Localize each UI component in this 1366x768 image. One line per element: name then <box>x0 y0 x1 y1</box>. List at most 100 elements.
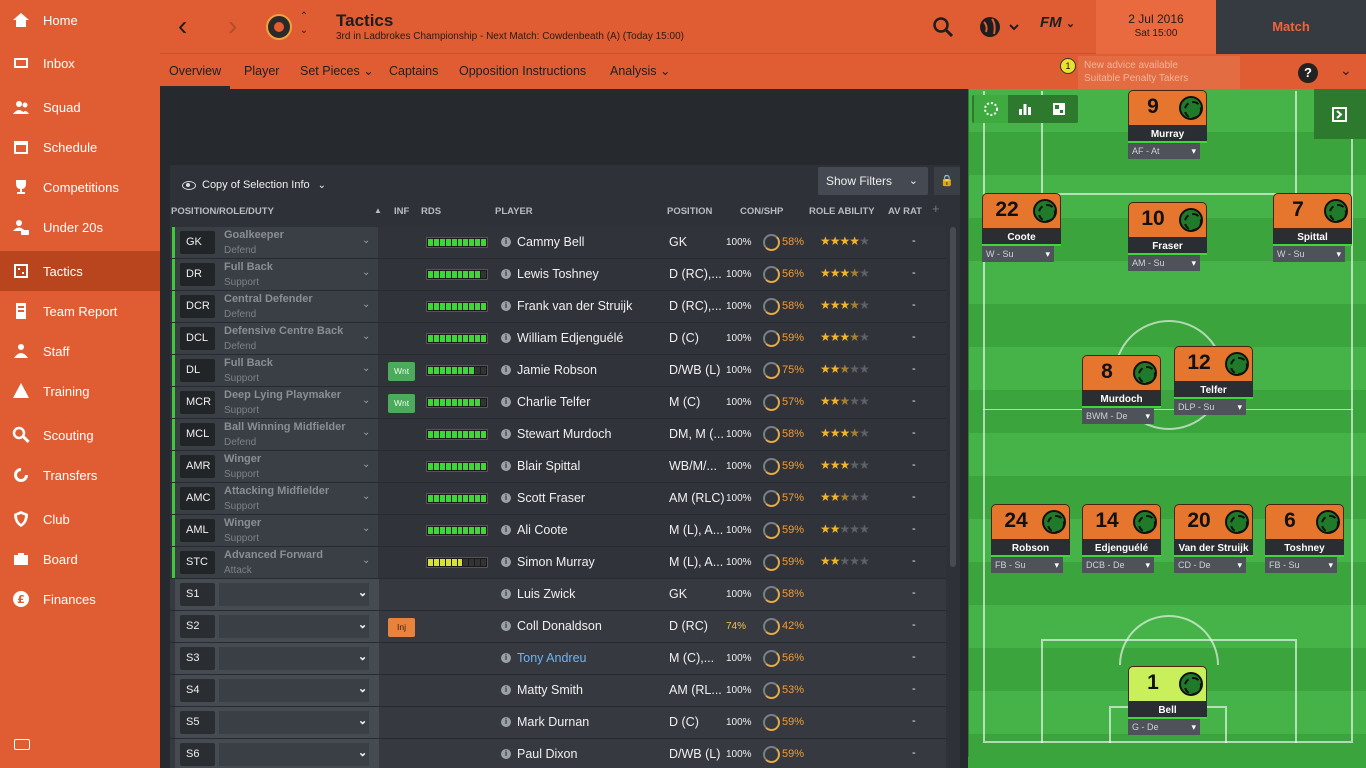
header-position[interactable]: POSITION <box>667 206 713 217</box>
table-row[interactable]: S5 ⌄ i Mark Durnan D (C) 100% 59% - <box>170 707 946 739</box>
chevron-down-icon[interactable]: ⌄ <box>362 427 371 438</box>
player-name[interactable]: Simon Murray <box>517 555 595 569</box>
info-icon[interactable]: i <box>501 525 511 535</box>
card-role-selector[interactable]: AF - At <box>1128 143 1200 159</box>
chevron-down-icon[interactable]: ⌄ <box>358 747 368 759</box>
sidebar-item-team-report[interactable]: Team Report <box>0 291 160 331</box>
chevron-down-icon[interactable]: ⌄ <box>362 331 371 342</box>
info-icon[interactable]: i <box>501 717 511 727</box>
info-icon[interactable]: i <box>501 493 511 503</box>
sidebar-item-squad[interactable]: Squad <box>0 87 160 127</box>
player-name[interactable]: Matty Smith <box>517 683 583 697</box>
globe-icon[interactable] <box>978 14 1024 40</box>
chevron-down-icon[interactable]: ⌄ <box>358 651 368 663</box>
info-icon[interactable]: i <box>501 685 511 695</box>
table-row[interactable]: S2 ⌄ Inj i Coll Donaldson D (RC) 74% 42% - <box>170 611 946 643</box>
player-card[interactable]: 7 Spittal W - Su <box>1273 193 1352 262</box>
info-icon[interactable]: i <box>501 397 511 407</box>
chevron-down-icon[interactable]: ⌄ <box>362 363 371 374</box>
sidebar-item-transfers[interactable]: Transfers <box>0 455 160 495</box>
chevron-down-icon[interactable]: ⌄ <box>358 683 368 695</box>
table-row[interactable]: AML Winger Support ⌄ i Ali Coote M (L), A... 10… <box>170 515 946 547</box>
player-name[interactable]: Cammy Bell <box>517 235 585 249</box>
player-name[interactable]: Charlie Telfer <box>517 395 591 409</box>
club-badge-icon[interactable] <box>266 14 292 40</box>
player-card[interactable]: 24 Robson FB - Su <box>991 504 1070 573</box>
player-card[interactable]: 1 Bell G - De <box>1128 666 1207 735</box>
table-row[interactable]: DR Full Back Support ⌄ i Lewis Toshney D (RC),… <box>170 259 946 291</box>
info-icon[interactable]: i <box>501 429 511 439</box>
tab-set-pieces[interactable]: Set Pieces ⌄ <box>300 64 374 78</box>
card-role-selector[interactable]: W - Su <box>982 246 1054 262</box>
info-icon[interactable]: i <box>501 589 511 599</box>
scrollbar[interactable] <box>950 227 956 567</box>
chevron-down-icon[interactable]: ⌄ <box>358 715 368 727</box>
player-name[interactable]: Stewart Murdoch <box>517 427 612 441</box>
header-rds[interactable]: RDS <box>421 206 442 217</box>
sub-selector[interactable] <box>219 679 369 702</box>
chevron-down-icon[interactable]: ⌄ <box>358 619 368 631</box>
info-icon[interactable]: i <box>501 621 511 631</box>
sidebar-item-scouting[interactable]: Scouting <box>0 415 160 455</box>
player-card[interactable]: 8 Murdoch BWM - De <box>1082 355 1161 424</box>
chevron-down-icon[interactable]: ⌄ <box>362 299 371 310</box>
info-icon[interactable]: i <box>501 653 511 663</box>
player-card[interactable]: 12 Telfer DLP - Su <box>1174 346 1253 415</box>
grid-view-icon[interactable] <box>1042 95 1076 123</box>
table-row[interactable]: GK Goalkeeper Defend ⌄ i Cammy Bell GK 100% 58% ★… <box>170 227 946 259</box>
table-row[interactable]: DCR Central Defender Defend ⌄ i Frank van der… <box>170 291 946 323</box>
tab-opposition-instructions[interactable]: Opposition Instructions <box>459 64 587 78</box>
table-row[interactable]: AMC Attacking Midfielder Support ⌄ i Scott Fr… <box>170 483 946 515</box>
player-name[interactable]: Blair Spittal <box>517 459 581 473</box>
date-box[interactable]: 2 Jul 2016 Sat 15:00 <box>1096 0 1216 54</box>
tab-overview[interactable]: Overview <box>160 54 231 89</box>
table-row[interactable]: S4 ⌄ i Matty Smith AM (RL... 100% 53% - <box>170 675 946 707</box>
player-name[interactable]: Ali Coote <box>517 523 568 537</box>
info-icon[interactable]: i <box>501 461 511 471</box>
player-name[interactable]: Mark Durnan <box>517 715 590 729</box>
header-av-rat[interactable]: AV RAT <box>888 206 922 217</box>
player-name[interactable]: Luis Zwick <box>517 587 576 601</box>
info-icon[interactable]: i <box>501 333 511 343</box>
card-role-selector[interactable]: DCB - De <box>1082 557 1154 573</box>
chevron-down-icon[interactable]: ⌄ <box>362 235 371 246</box>
tab-player[interactable]: Player <box>244 64 280 78</box>
table-row[interactable]: S6 ⌄ i Paul Dixon D/WB (L) 100% 59% - <box>170 739 946 768</box>
sidebar-item-board[interactable]: Board <box>0 539 160 579</box>
sub-selector[interactable] <box>219 583 369 606</box>
chevron-down-icon[interactable]: ⌄ <box>362 459 371 470</box>
info-icon[interactable]: i <box>501 557 511 567</box>
lock-icon[interactable]: 🔒 <box>934 167 960 195</box>
card-role-selector[interactable]: W - Su <box>1273 246 1345 262</box>
header-position-role-duty[interactable]: POSITION/ROLE/DUTY <box>171 206 274 217</box>
info-icon[interactable]: i <box>501 365 511 375</box>
sub-selector[interactable] <box>219 711 369 734</box>
sort-ascending-icon[interactable]: ▲ <box>374 206 382 215</box>
player-name[interactable]: Tony Andreu <box>517 651 587 665</box>
player-card[interactable]: 14 Edjenguélé DCB - De <box>1082 504 1161 573</box>
player-name[interactable]: Scott Fraser <box>517 491 586 505</box>
chevron-down-icon[interactable]: ⌄ <box>362 395 371 406</box>
player-card[interactable]: 9 Murray AF - At <box>1128 90 1207 159</box>
sidebar-item-staff[interactable]: Staff <box>0 331 160 371</box>
sidebar-item-tactics[interactable]: Tactics <box>0 251 160 291</box>
chevron-down-icon[interactable]: ⌄ <box>362 491 371 502</box>
match-button[interactable]: Match <box>1216 0 1366 54</box>
card-role-selector[interactable]: G - De <box>1128 719 1200 735</box>
table-row[interactable]: MCL Ball Winning Midfielder Defend ⌄ i Stewar… <box>170 419 946 451</box>
sidebar-item-under-20s[interactable]: Under 20s <box>0 207 160 247</box>
sub-selector[interactable] <box>219 647 369 670</box>
tab-captains[interactable]: Captains <box>389 64 439 78</box>
player-name[interactable]: Frank van der Struijk <box>517 299 633 313</box>
table-row[interactable]: DL Full Back Support ⌄ Wnt i Jamie Robson D/WB … <box>170 355 946 387</box>
table-row[interactable]: S3 ⌄ i Tony Andreu M (C),... 100% 56% - <box>170 643 946 675</box>
chevron-down-icon[interactable]: ⌄ <box>362 523 371 534</box>
table-row[interactable]: DCL Defensive Centre Back Defend ⌄ i William … <box>170 323 946 355</box>
card-role-selector[interactable]: FB - Su <box>1265 557 1337 573</box>
sidebar-item-competitions[interactable]: Competitions <box>0 167 160 207</box>
fm-menu-button[interactable]: FM ⌄ <box>1040 14 1076 31</box>
add-column-icon[interactable]: + <box>932 201 940 216</box>
back-button[interactable]: ‹ <box>178 10 188 41</box>
forward-button[interactable]: › <box>228 10 238 41</box>
table-row[interactable]: S1 ⌄ i Luis Zwick GK 100% 58% - <box>170 579 946 611</box>
